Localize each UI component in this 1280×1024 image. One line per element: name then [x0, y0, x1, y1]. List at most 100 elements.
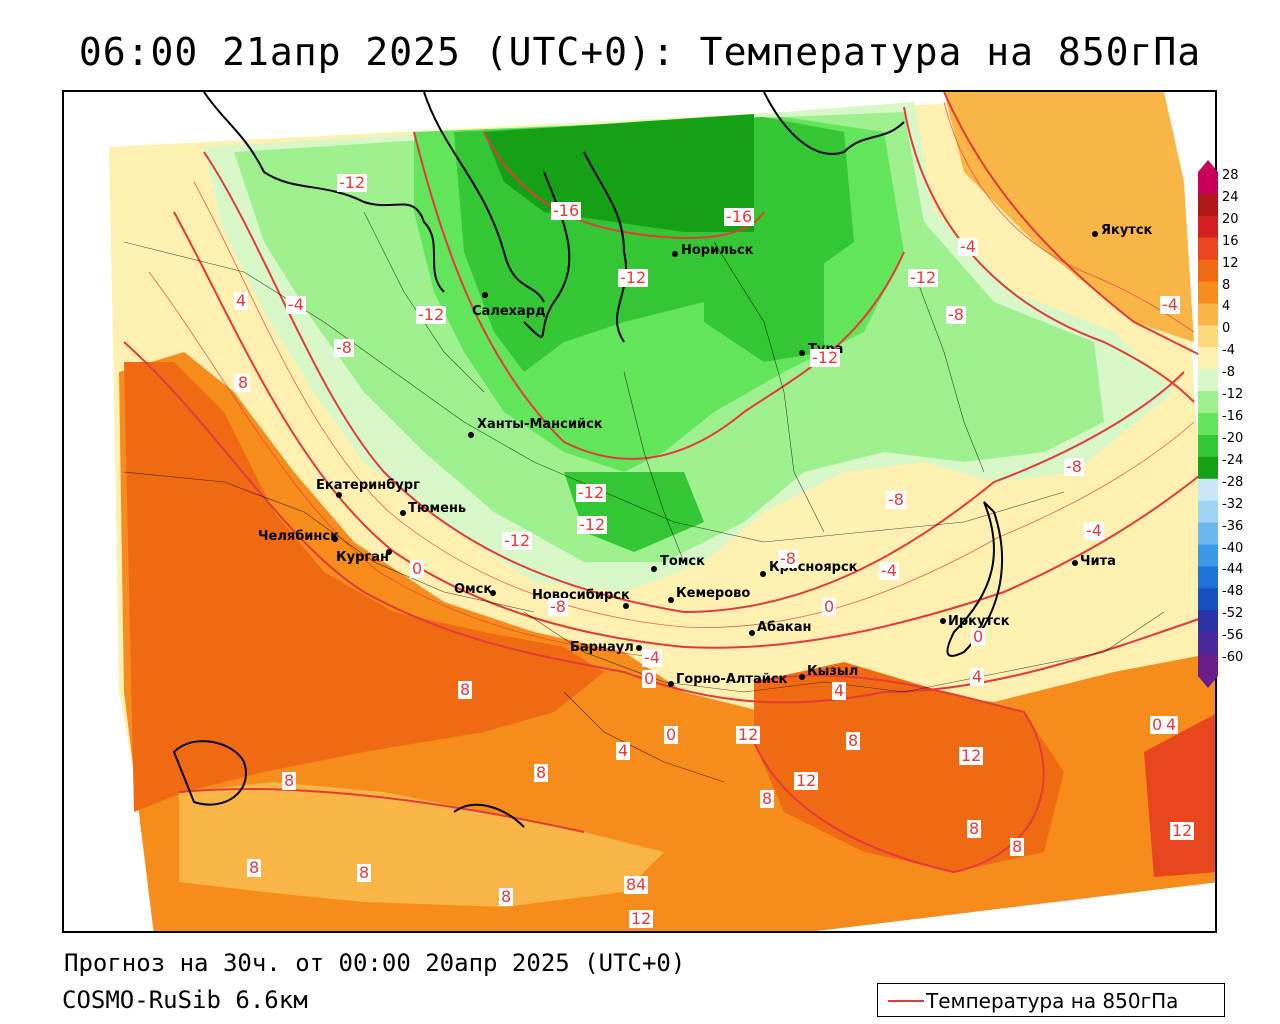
colorbar-tick-label: -28: [1222, 474, 1244, 490]
colorbar-tick-label: -40: [1222, 540, 1244, 556]
city-dot-krasnoyarsk[interactable]: [760, 571, 766, 577]
map-canvas: [64, 92, 1215, 931]
city-dot-chelyabinsk[interactable]: [332, 536, 338, 542]
isotherm-label: 8: [236, 373, 251, 392]
isotherm-label: -8: [1064, 457, 1084, 476]
legend-line-swatch: [888, 1000, 924, 1002]
city-dot-kemerovo[interactable]: [668, 597, 674, 603]
isotherm-label: -12: [618, 268, 649, 287]
legend-label: Температура на 850гПа: [926, 989, 1179, 1013]
isotherm-label: 0: [971, 627, 986, 646]
isotherm-label: 8: [760, 789, 775, 808]
colorbar-cell: [1198, 369, 1218, 392]
city-dot-tyumen[interactable]: [400, 510, 406, 516]
city-dot-irkutsk[interactable]: [940, 618, 946, 624]
isotherm-label: -12: [577, 515, 608, 534]
colorbar-cell: [1198, 610, 1218, 633]
city-label: Курган: [336, 550, 389, 565]
region-borders: [123, 211, 1165, 783]
isotherm-label: -12: [337, 173, 368, 192]
colorbar-tick-label: 24: [1222, 189, 1239, 205]
city-dot-barnaul[interactable]: [636, 645, 642, 651]
city-dot-kyzyl[interactable]: [799, 674, 805, 680]
isotherm-label: -16: [724, 207, 755, 226]
isotherm-label: 0: [664, 725, 679, 744]
temperature-map[interactable]: Салехард Норильск Якутск Тура Ханты-Манс…: [62, 90, 1217, 933]
isotherm-label: -12: [416, 305, 447, 324]
isotherm-label: 12: [736, 725, 761, 744]
colorbar-cell: [1198, 391, 1218, 414]
city-label: Кызыл: [807, 664, 859, 679]
colorbar-cell: [1198, 325, 1218, 348]
colorbar-tick-label: -16: [1222, 409, 1244, 425]
isotherm-label: 12: [959, 746, 984, 765]
colorbar-cell: [1198, 566, 1218, 589]
isotherm-label: -12: [908, 268, 939, 287]
colorbar-tick-label: 12: [1222, 255, 1239, 271]
colorbar-tick-label: -60: [1222, 650, 1244, 666]
city-dot-novosibirsk[interactable]: [623, 603, 629, 609]
city-label: Тюмень: [408, 501, 467, 516]
colorbar-cell: [1198, 522, 1218, 546]
isotherm-label: 84: [624, 875, 649, 894]
cold-zone-12-b: [704, 232, 824, 362]
city-dot-gorno-altaysk[interactable]: [668, 681, 674, 687]
isotherm-label: 8: [282, 771, 297, 790]
city-label: Чита: [1080, 554, 1116, 569]
colorbar-cell: [1198, 654, 1218, 677]
colorbar-cell: [1198, 215, 1218, 239]
city-dot-salekhard[interactable]: [482, 292, 488, 298]
isotherm-label: -4: [879, 561, 899, 580]
colorbar-cell: [1198, 303, 1218, 326]
city-label: Абакан: [757, 620, 812, 635]
isotherm-label: 4: [234, 291, 249, 310]
colorbar-tick-label: -56: [1222, 628, 1244, 644]
city-label: Ханты-Мансийск: [477, 417, 603, 432]
model-name: COSMO-RuSib 6.6км: [62, 986, 308, 1014]
city-label: Иркутск: [948, 614, 1010, 629]
isotherm-label: -8: [886, 490, 906, 509]
isotherm-label: -8: [778, 549, 798, 568]
isotherm-label: 8: [499, 887, 514, 906]
city-label: Салехард: [472, 304, 546, 319]
colorbar-tick-label: 8: [1222, 277, 1231, 293]
isotherm-label: 4: [832, 681, 847, 700]
city-dot-yekaterinburg[interactable]: [336, 492, 342, 498]
colorbar-tick-label: 16: [1222, 233, 1239, 249]
isotherm-label: 8: [247, 858, 262, 877]
city-dot-kurgan[interactable]: [386, 549, 392, 555]
colorbar-cell: [1198, 588, 1218, 611]
isotherm-label: 8: [458, 680, 473, 699]
isotherm-label: 0: [822, 597, 837, 616]
colorbar-tick-label: -36: [1222, 518, 1244, 534]
isotherm-label: 8: [357, 863, 372, 882]
city-dot-yakutsk[interactable]: [1092, 231, 1098, 237]
isotherm-label: -4: [642, 648, 662, 667]
map-title: 06:00 21апр 2025 (UTC+0): Температура на…: [78, 30, 1202, 74]
city-dot-tura[interactable]: [799, 350, 805, 356]
isotherm-label: -8: [334, 338, 354, 357]
isotherm-label: 8: [967, 819, 982, 838]
city-dot-chita[interactable]: [1072, 560, 1078, 566]
city-dot-tomsk[interactable]: [651, 566, 657, 572]
colorbar-cell: [1198, 237, 1218, 261]
isotherm-label: 4: [1164, 715, 1179, 734]
isotherm-label: -12: [576, 483, 607, 502]
warm-zone-16-east: [1144, 714, 1215, 877]
city-dot-abakan[interactable]: [749, 630, 755, 636]
colorbar-cell: [1198, 478, 1218, 502]
isotherm-label: 0: [642, 669, 657, 688]
colorbar-cell: [1198, 413, 1218, 436]
isotherm-label: 8: [1010, 837, 1025, 856]
isotherm-label: 4: [616, 741, 631, 760]
city-dot-omsk[interactable]: [490, 590, 496, 596]
forecast-info: Прогноз на 30ч. от 00:00 20апр 2025 (UTC…: [64, 949, 686, 977]
isotherm-label: -8: [946, 305, 966, 324]
city-dot-norilsk[interactable]: [672, 251, 678, 257]
legend: Температура на 850гПа: [877, 983, 1225, 1017]
isotherm-label: 4: [970, 667, 985, 686]
city-dot-khanty-mansiysk[interactable]: [468, 432, 474, 438]
colorbar-tick-label: -24: [1222, 452, 1244, 468]
city-label: Норильск: [681, 243, 754, 258]
isotherm-label: 0: [1150, 715, 1165, 734]
